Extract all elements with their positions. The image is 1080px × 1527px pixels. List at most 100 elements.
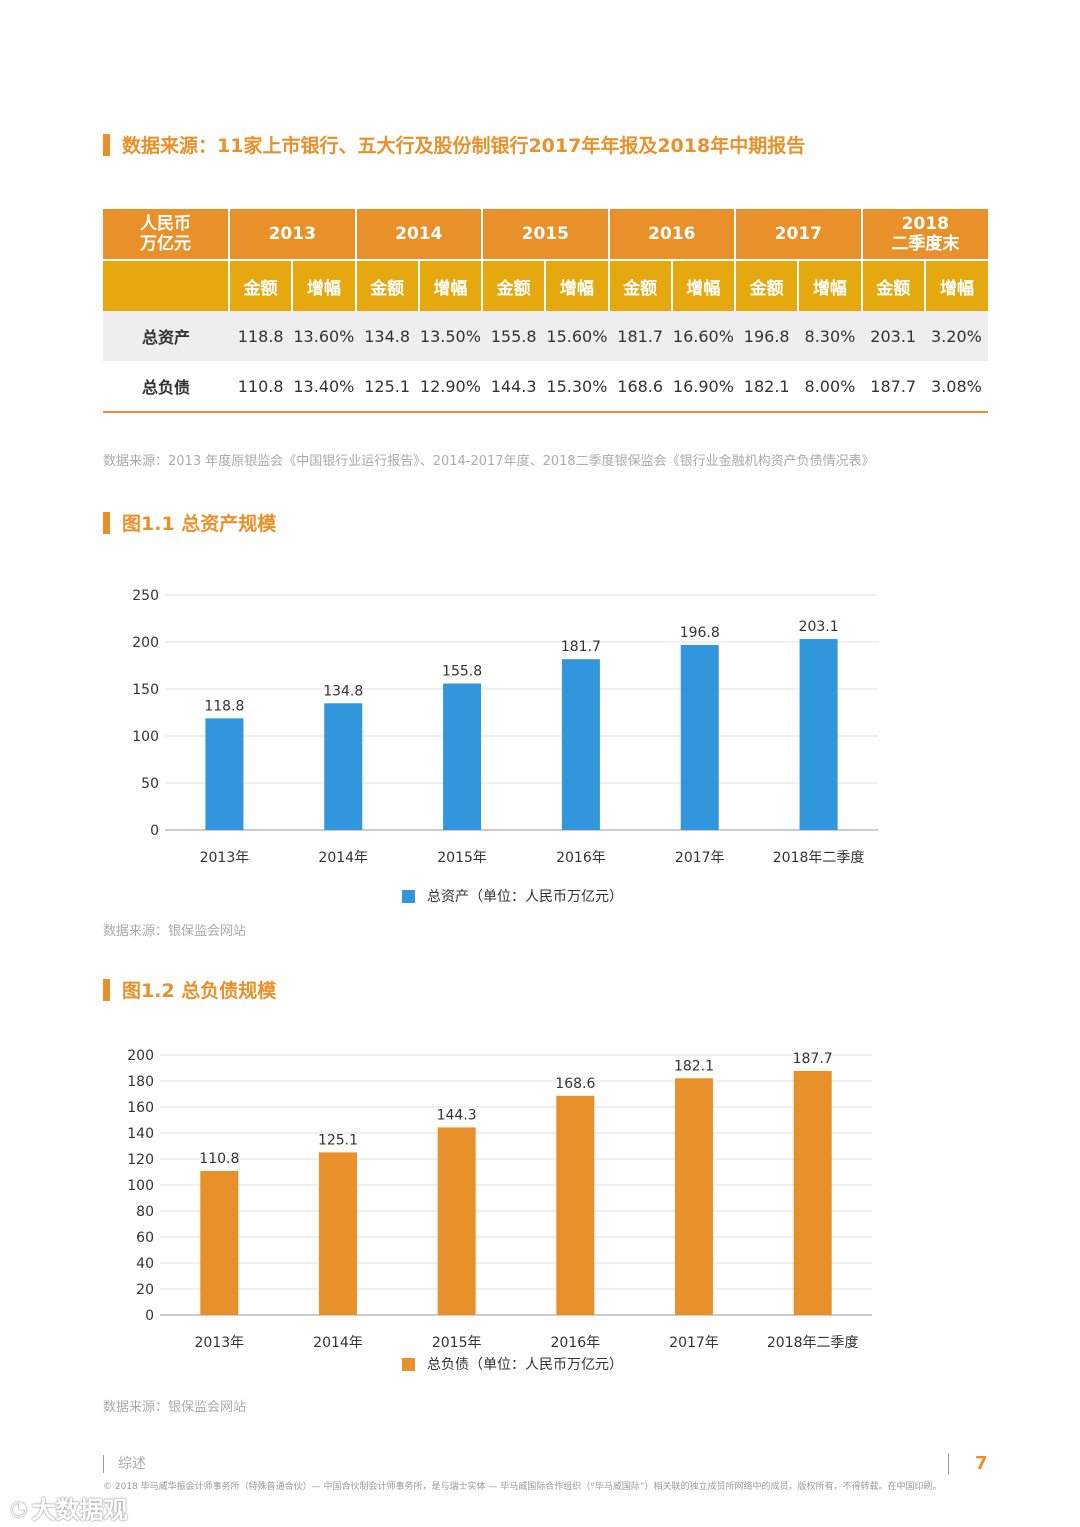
subheader-growth: 增幅 [292, 259, 357, 311]
year-header-2013: 2013 [229, 209, 357, 260]
figure1-source-note: 数据来源：银保监会网站 [103, 924, 247, 939]
table-cell: 125.1 [355, 361, 419, 413]
x-tick-label: 2018年二季度 [773, 850, 865, 866]
table-cell: 15.30% [545, 361, 609, 413]
table-cell: 196.8 [735, 311, 799, 361]
total-liabilities-bar-chart: 0 20 40 60 80 100 120 140 160 180 200 110.8 2013年 125… [127, 1048, 872, 1373]
main-heading-text: 数据来源：11家上市银行、五大行及股份制银行2017年年报及2018年中期报告 [122, 135, 806, 157]
figure1-heading: 图1.1 总资产规模 [103, 509, 276, 536]
y-tick-label: 20 [136, 1282, 154, 1298]
y-tick-label: 250 [132, 588, 159, 604]
copyright-notice: © 2018 毕马威华振会计师事务所（特殊普通合伙）— 中国合伙制会计师事务所，… [103, 1482, 942, 1492]
bar [556, 1095, 595, 1315]
y-tick-label: 80 [136, 1204, 154, 1220]
bar [675, 1078, 713, 1315]
heading-accent-bar [103, 511, 110, 534]
table-cell: 110.8 [229, 361, 293, 413]
table-cell: 203.1 [861, 311, 925, 361]
legend-label: 总资产（单位：人民币万亿元） [427, 889, 623, 905]
y-tick-label: 0 [145, 1308, 154, 1324]
table-subheader-corner [103, 259, 230, 311]
legend-swatch [402, 1358, 415, 1371]
y-tick-label: 180 [127, 1074, 154, 1090]
y-tick-label: 160 [127, 1100, 154, 1116]
data-label: 144.3 [437, 1107, 477, 1123]
x-tick-label: 2016年 [551, 1335, 601, 1351]
y-tick-label: 40 [136, 1256, 154, 1272]
table-cell: 13.40% [292, 361, 356, 413]
subheader-amount: 金额 [355, 259, 420, 311]
bar [437, 1127, 476, 1315]
weibo-icon: ◔ [10, 1495, 28, 1520]
year-header-2016: 2016 [608, 209, 737, 260]
y-tick-label: 60 [136, 1230, 154, 1246]
subheader-growth: 增幅 [671, 259, 737, 311]
bar [561, 659, 600, 830]
x-tick-label: 2013年 [195, 1335, 245, 1351]
figure2-source-note: 数据来源：银保监会网站 [103, 1400, 247, 1415]
corner-line1: 人民币 [140, 214, 191, 234]
total-assets-bar-chart: 0 50 100 150 200 250 118.8 2013年 134.8 2014年 155.8… [132, 588, 878, 905]
table-source-note: 数据来源：2013 年度原银监会《中国银行业运行报告》、2014-2017年度、… [103, 454, 875, 469]
figure2-heading: 图1.2 总负债规模 [103, 976, 276, 1003]
data-label: 125.1 [318, 1132, 358, 1148]
table-cell: 134.8 [355, 311, 419, 361]
bar [324, 703, 363, 830]
bar [319, 1152, 357, 1315]
table-cell: 8.30% [798, 311, 862, 361]
data-label: 134.8 [323, 683, 363, 699]
data-label: 181.7 [561, 639, 601, 655]
table-cell: 168.6 [608, 361, 672, 413]
legend-label: 总负债（单位：人民币万亿元） [427, 1357, 623, 1373]
subheader-amount: 金额 [735, 259, 800, 311]
legend-swatch [402, 890, 415, 903]
footer-page-number: 7 [948, 1453, 988, 1475]
table-cell: 118.8 [229, 311, 293, 361]
subheader-growth: 增幅 [798, 259, 863, 311]
table-cell: 155.8 [482, 311, 546, 361]
subheader-amount: 金额 [482, 259, 547, 311]
year-header-2018q2-line2: 二季度末 [891, 234, 960, 254]
data-label: 110.8 [199, 1151, 239, 1167]
table-cell: 187.7 [861, 361, 925, 413]
figure1-heading-text: 图1.1 总资产规模 [122, 513, 277, 535]
data-label: 203.1 [799, 619, 839, 635]
subheader-amount: 金额 [861, 259, 926, 311]
data-label: 182.1 [674, 1058, 714, 1074]
x-tick-label: 2017年 [669, 1335, 719, 1351]
table-cell: 3.08% [924, 361, 989, 413]
subheader-amount: 金额 [608, 259, 673, 311]
watermark: ◔ 大数据观 [10, 1490, 127, 1525]
corner-line2: 万亿元 [140, 234, 191, 254]
year-header-2014: 2014 [355, 209, 484, 260]
year-header-2017: 2017 [735, 209, 863, 260]
table-cell: 13.50% [418, 311, 483, 361]
year-header-2015: 2015 [482, 209, 610, 260]
table-cell: 181.7 [608, 311, 672, 361]
y-tick-label: 50 [141, 776, 159, 792]
subheader-growth: 增幅 [545, 259, 610, 311]
subheader-growth: 增幅 [924, 259, 989, 311]
assets-liabilities-table: 人民币 万亿元 2013 2014 2015 2016 2017 2018 二季… [103, 209, 989, 413]
data-label: 168.6 [555, 1076, 595, 1092]
table-cell: 15.60% [545, 311, 609, 361]
x-tick-label: 2014年 [318, 850, 368, 866]
table-header-years: 人民币 万亿元 2013 2014 2015 2016 2017 2018 二季… [103, 209, 989, 260]
heading-accent-bar [103, 978, 110, 1001]
watermark-text: 大数据观 [31, 1496, 128, 1524]
table-cell: 12.90% [418, 361, 483, 413]
x-tick-label: 2015年 [432, 1335, 482, 1351]
table-row-total-liabilities: 总负债 110.8 13.40% 125.1 12.90% 144.3 15.3… [103, 361, 989, 413]
heading-accent-bar [103, 133, 110, 156]
bar [205, 718, 244, 830]
x-tick-label: 2014年 [313, 1335, 363, 1351]
y-tick-label: 100 [132, 729, 159, 745]
row-label-total-liabilities: 总负债 [103, 361, 229, 413]
y-tick-label: 150 [132, 682, 159, 698]
table-row-total-assets: 总资产 118.8 13.60% 134.8 13.50% 155.8 15.6… [103, 311, 989, 361]
y-tick-label: 120 [127, 1152, 154, 1168]
x-tick-label: 2018年二季度 [767, 1335, 859, 1351]
figure2-heading-text: 图1.2 总负债规模 [122, 980, 277, 1002]
subheader-growth: 增幅 [418, 259, 484, 311]
table-cell: 16.90% [671, 361, 736, 413]
